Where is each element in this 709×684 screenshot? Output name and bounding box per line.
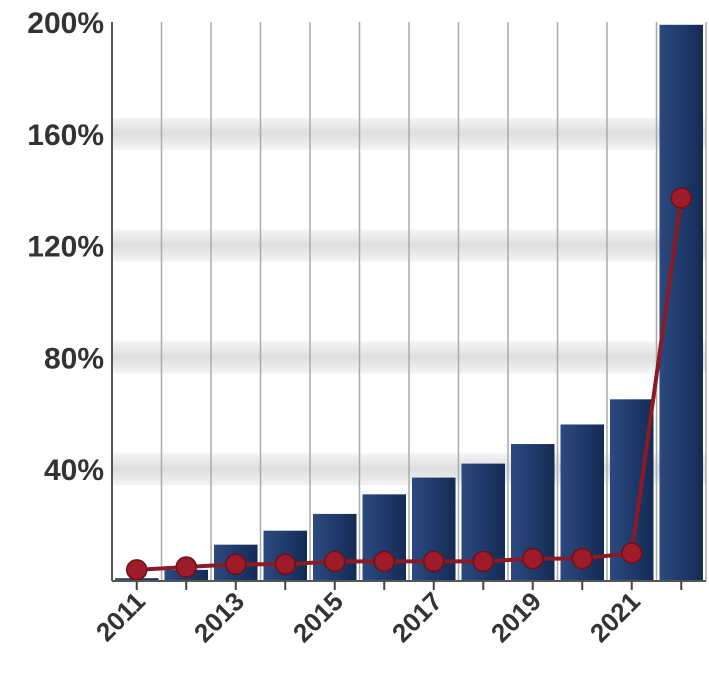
line-point bbox=[324, 550, 346, 573]
line-point bbox=[670, 187, 692, 209]
x-tick-label: 2019 bbox=[485, 586, 547, 648]
x-tick-label: 2011 bbox=[90, 586, 151, 647]
y-tick-label: 120% bbox=[27, 231, 104, 264]
line-point bbox=[274, 553, 296, 575]
y-tick-label: 200% bbox=[27, 7, 104, 40]
x-tick-label: 2015 bbox=[287, 586, 349, 648]
line-point bbox=[621, 542, 643, 564]
y-axis-tick-labels: 40% 80% 120% 160% 200% bbox=[27, 7, 104, 487]
x-tick-label: 2021 bbox=[584, 586, 646, 648]
y-tick-label: 160% bbox=[27, 119, 104, 152]
line-point bbox=[373, 550, 395, 573]
line-point bbox=[175, 556, 197, 578]
x-tick-label: 2013 bbox=[188, 586, 250, 648]
line-point bbox=[571, 547, 593, 570]
y-tick-label: 80% bbox=[44, 342, 104, 375]
line-point bbox=[522, 547, 544, 570]
bar-series bbox=[115, 24, 703, 582]
line-point bbox=[423, 550, 445, 573]
y-tick-label: 40% bbox=[44, 454, 104, 487]
line-point bbox=[225, 553, 247, 575]
line-point bbox=[126, 559, 148, 581]
axes bbox=[111, 22, 706, 590]
x-tick-label: 2017 bbox=[386, 586, 448, 648]
line-series bbox=[126, 187, 692, 581]
x-axis-tick-labels: 2011 2013 2015 2017 2019 2021 bbox=[90, 586, 646, 648]
line-point bbox=[472, 550, 494, 573]
